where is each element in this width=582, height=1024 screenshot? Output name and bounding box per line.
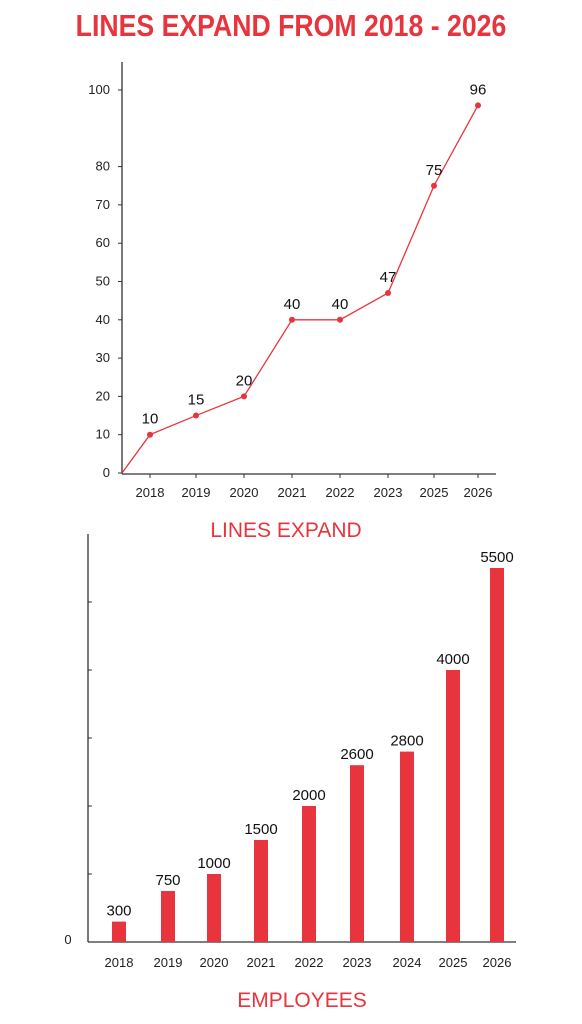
line-y-tick-label: 20 [96,388,110,403]
line-point [289,316,295,323]
line-point [241,393,247,400]
bar-data-label: 1000 [197,855,230,872]
line-point [337,316,343,323]
bar-x-tick-label: 2023 [343,955,372,970]
line-y-tick-label: 10 [96,427,110,442]
line-y-tick-label: 40 [96,312,110,327]
line-point [475,102,481,109]
bar-data-label: 2600 [340,746,373,763]
bar-y-tick-label: 0 [64,932,71,947]
bar [446,670,460,942]
bar [161,891,175,942]
bar-chart: 0 300 2018 750 2019 1000 2020 1500 2021 2000 2022 2… [64,534,516,1012]
bar [400,751,414,942]
line-data-label: 15 [188,392,205,409]
line-data-label: 40 [284,296,301,313]
line-series [121,105,479,474]
bar-x-tick-label: 2022 [295,955,324,970]
line-y-tick-label: 100 [88,82,110,97]
bar-x-tick-label: 2019 [154,955,183,970]
line-y-tick-label: 70 [96,197,110,212]
line-x-tick-label: 2019 [182,485,211,500]
bar-data-label: 1500 [244,821,277,838]
line-data-label: 40 [332,296,349,313]
line-x-tick-label: 2018 [136,485,165,500]
line-x-tick-label: 2023 [374,485,403,500]
page-title: LINES EXPAND FROM 2018 - 2026 [75,8,507,43]
line-data-label: 96 [470,81,487,98]
bar-data-label: 2800 [390,733,423,750]
line-y-tick-label: 30 [96,350,110,365]
line-point [431,182,437,189]
line-y-tick-label: 60 [96,235,110,250]
bar-data-label: 2000 [292,787,325,804]
bar-x-tick-label: 2025 [439,955,468,970]
bar-x-tick-label: 2021 [247,955,276,970]
line-x-tick-label: 2026 [464,485,493,500]
line-chart: 0 10 20 30 40 50 60 70 80 100 2018 2019 2020 2021 2022… [88,62,496,542]
line-point [147,431,153,438]
line-data-label: 10 [142,411,159,428]
line-y-tick-label: 80 [96,159,110,174]
line-x-tick-label: 2021 [278,485,307,500]
line-point [193,412,199,419]
bar-data-label: 300 [106,903,131,920]
line-data-label: 20 [236,372,253,389]
line-data-label: 47 [380,269,397,286]
bar [112,921,126,942]
line-x-tick-label: 2025 [420,485,449,500]
bar-chart-caption: EMPLOYEES [237,989,367,1012]
bar [350,765,364,942]
bar-data-label: 5500 [480,549,513,566]
line-x-tick-label: 2022 [326,485,355,500]
bar-data-label: 750 [155,872,180,889]
bar [207,874,221,942]
bar [254,840,268,942]
line-y-tick-label: 50 [96,274,110,289]
bar-x-tick-label: 2018 [105,955,134,970]
bar-x-tick-label: 2020 [200,955,229,970]
bar [490,568,504,942]
line-x-tick-label: 2020 [230,485,259,500]
bar-x-tick-label: 2024 [393,955,422,970]
line-y-tick-label: 0 [103,465,110,480]
bar [302,806,316,942]
bar-x-tick-label: 2026 [483,955,512,970]
line-point [385,289,391,296]
bar-data-label: 4000 [436,651,469,668]
line-data-label: 75 [426,162,443,179]
line-chart-caption: LINES EXPAND [210,519,361,542]
